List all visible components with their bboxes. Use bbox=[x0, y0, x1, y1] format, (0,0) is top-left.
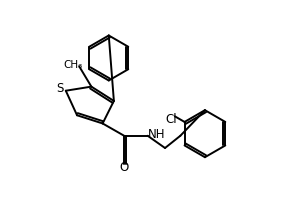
Text: O: O bbox=[119, 161, 129, 174]
Text: CH₃: CH₃ bbox=[64, 60, 83, 70]
Text: S: S bbox=[56, 82, 63, 95]
Text: Cl: Cl bbox=[165, 113, 177, 126]
Text: NH: NH bbox=[148, 128, 166, 141]
